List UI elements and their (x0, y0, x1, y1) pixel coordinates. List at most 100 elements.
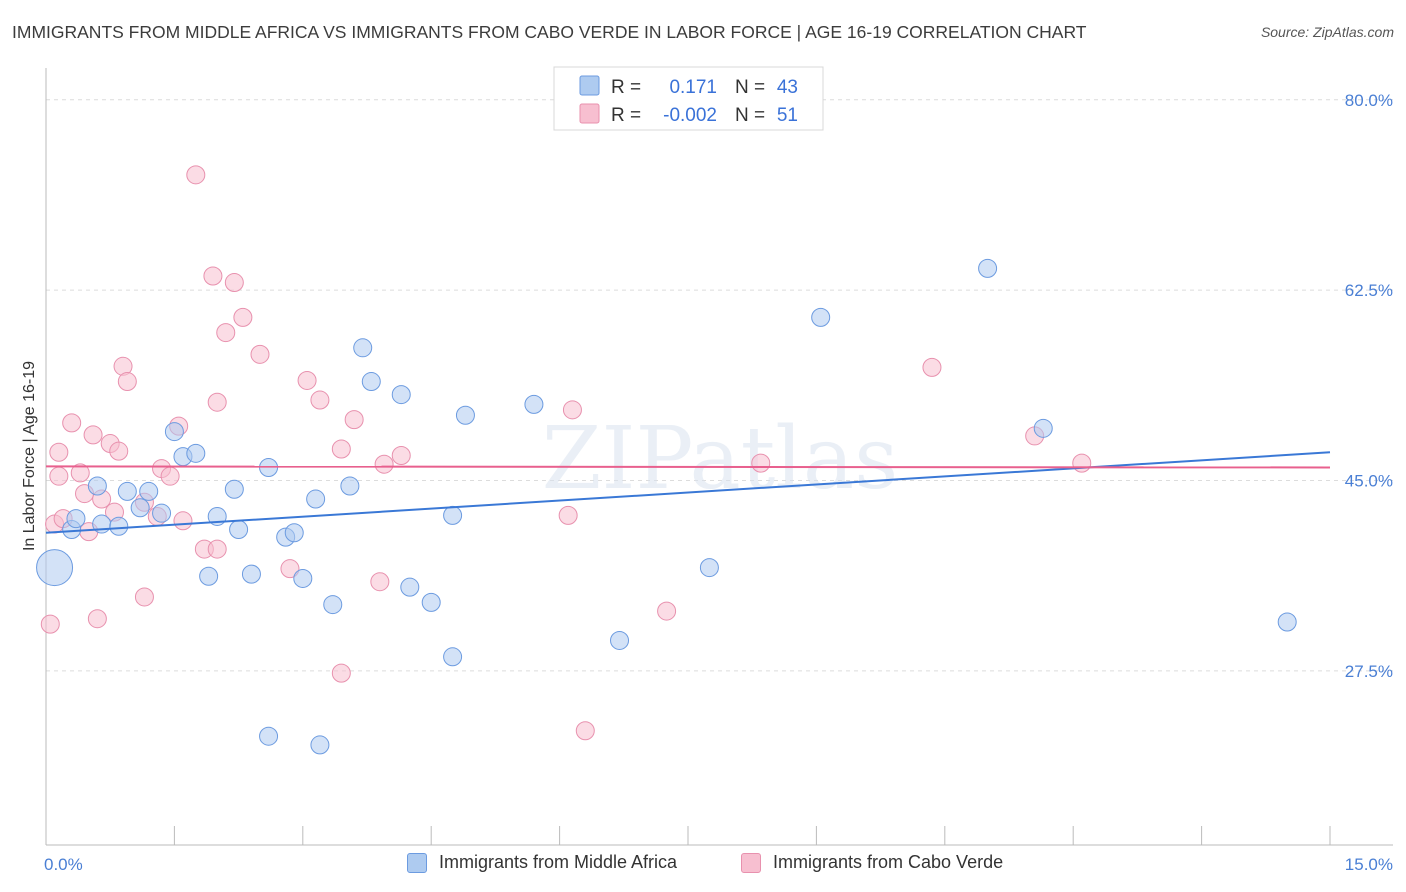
data-point (391, 385, 411, 405)
data-point (62, 413, 82, 433)
data-point (199, 566, 219, 586)
y-tick-label-3: 80.0% (1345, 91, 1393, 110)
legend-n-value-pink: 51 (777, 105, 798, 126)
x-tick-label-min: 0.0% (44, 855, 83, 874)
data-point (87, 609, 107, 629)
grid-lines (46, 99, 1393, 672)
data-point (1277, 612, 1297, 632)
trend-line-blue (45, 451, 1331, 534)
data-point (1072, 453, 1092, 473)
data-point (70, 463, 90, 483)
data-point (216, 323, 236, 343)
data-point (224, 479, 244, 499)
data-point (524, 394, 544, 414)
data-point (49, 466, 69, 486)
data-point (109, 441, 129, 461)
data-point (284, 523, 304, 543)
data-point (139, 481, 159, 501)
data-point (361, 372, 381, 392)
data-point (186, 165, 206, 185)
legend-r-label-blue: R = (611, 77, 641, 98)
data-point (310, 390, 330, 410)
data-point (331, 439, 351, 459)
data-point (259, 726, 279, 746)
data-point (306, 489, 326, 509)
trend-line-pink (45, 465, 1331, 469)
data-point (331, 663, 351, 683)
data-point (164, 422, 184, 442)
data-point (400, 577, 420, 597)
data-point (250, 344, 270, 364)
legend-n-label-blue: N = (735, 77, 765, 98)
y-axis-title: In Labor Force | Age 16-19 (21, 361, 38, 551)
legend-n-label-pink: N = (735, 105, 765, 126)
data-point (66, 509, 86, 529)
legend-label-middle-africa: Immigrants from Middle Africa (439, 852, 678, 872)
data-point (117, 372, 137, 392)
legend-item-middle-africa: Immigrants from Middle Africa (407, 852, 677, 873)
data-point (922, 357, 942, 377)
data-point (207, 539, 227, 559)
data-point (49, 442, 69, 462)
correlation-legend: R = 0.171 N = 43 R = -0.002 N = 51 (553, 66, 824, 131)
data-point (280, 559, 300, 579)
y-tick-label-0: 27.5% (1345, 662, 1393, 681)
data-point (229, 519, 249, 539)
y-tick-label-2: 62.5% (1345, 281, 1393, 300)
watermark: ZIPatlas (542, 409, 898, 509)
data-point (87, 476, 107, 496)
data-point (36, 549, 74, 587)
data-point (353, 338, 373, 358)
data-point (186, 443, 206, 463)
data-point (40, 614, 60, 634)
data-point (391, 446, 411, 466)
data-point (83, 425, 103, 445)
data-point (374, 454, 394, 474)
legend-r-value-pink: -0.002 (663, 105, 717, 126)
data-point (443, 647, 463, 667)
data-point (224, 273, 244, 293)
data-point (293, 568, 313, 588)
data-point (455, 405, 475, 425)
data-point (978, 258, 998, 278)
x-tick-label-max: 15.0% (1345, 855, 1393, 874)
data-point (109, 516, 129, 536)
data-point (152, 503, 172, 523)
data-point (575, 721, 595, 741)
data-point (699, 558, 719, 578)
legend-swatch-cabo-verde (741, 852, 761, 873)
source-label: Source: ZipAtlas.com (1260, 24, 1394, 40)
legend-swatch-middle-africa (407, 852, 427, 873)
series-cabo-verde-points (40, 165, 1092, 741)
data-point (203, 266, 223, 286)
trend-lines (45, 451, 1331, 534)
axes (45, 68, 1393, 846)
data-point (297, 370, 317, 390)
data-point (562, 400, 582, 420)
data-point (443, 505, 463, 525)
data-point (811, 307, 831, 327)
data-point (558, 505, 578, 525)
data-point (340, 476, 360, 496)
data-point (117, 481, 137, 501)
data-point (310, 735, 330, 755)
data-point (173, 511, 193, 531)
data-point (241, 564, 261, 584)
legend-n-value-blue: 43 (777, 77, 798, 98)
legend-swatch-pink (579, 103, 600, 124)
data-point (130, 498, 150, 518)
y-tick-labels: 27.5% 45.0% 62.5% 80.0% (1345, 91, 1393, 681)
legend-r-value-blue: 0.171 (669, 77, 717, 98)
data-point (134, 587, 154, 607)
data-point (370, 572, 390, 592)
data-point (160, 466, 180, 486)
data-point (233, 307, 253, 327)
data-point (421, 592, 441, 612)
legend-swatch-blue (579, 75, 600, 96)
data-point (751, 453, 771, 473)
data-point (344, 410, 364, 430)
data-point (610, 630, 630, 650)
data-point (207, 392, 227, 412)
legend-item-cabo-verde: Immigrants from Cabo Verde (741, 852, 1003, 873)
